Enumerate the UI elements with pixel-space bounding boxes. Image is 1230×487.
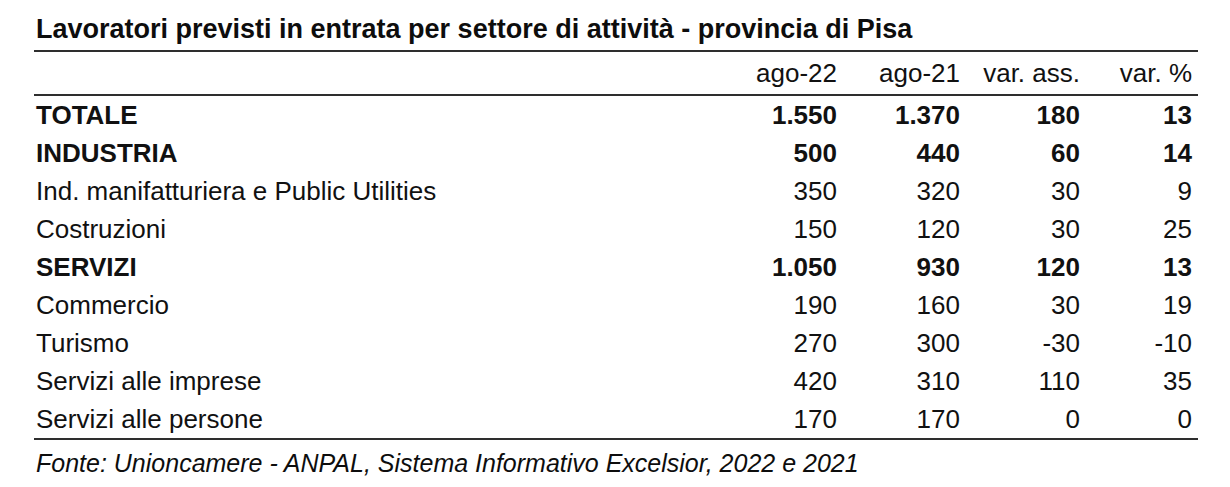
cell-ago-21: 320 <box>843 172 966 210</box>
row-label: Turismo <box>34 324 693 362</box>
cell-var-pct: 0 <box>1086 400 1198 439</box>
column-header-var-pct: var. % <box>1086 52 1198 95</box>
source-note: Fonte: Unioncamere - ANPAL, Sistema Info… <box>34 440 1198 478</box>
cell-ago-21: 300 <box>843 324 966 362</box>
cell-var-ass: 30 <box>966 172 1086 210</box>
cell-var-pct: 25 <box>1086 210 1198 248</box>
cell-ago-21: 310 <box>843 362 966 400</box>
row-label: TOTALE <box>34 95 693 134</box>
cell-var-pct: 35 <box>1086 362 1198 400</box>
cell-ago-22: 1.550 <box>693 95 843 134</box>
table-row-costruzioni: Costruzioni 150 120 30 25 <box>34 210 1198 248</box>
row-label: SERVIZI <box>34 248 693 286</box>
cell-ago-22: 170 <box>693 400 843 439</box>
table-row-commercio: Commercio 190 160 30 19 <box>34 286 1198 324</box>
page-title: Lavoratori previsti in entrata per setto… <box>34 0 1198 52</box>
column-header-ago-21: ago-21 <box>843 52 966 95</box>
cell-ago-21: 1.370 <box>843 95 966 134</box>
row-label: Costruzioni <box>34 210 693 248</box>
cell-ago-21: 930 <box>843 248 966 286</box>
cell-ago-21: 160 <box>843 286 966 324</box>
cell-ago-22: 420 <box>693 362 843 400</box>
sectors-table: ago-22 ago-21 var. ass. var. % TOTALE 1.… <box>34 52 1198 440</box>
cell-ago-22: 500 <box>693 134 843 172</box>
corner-cell <box>34 52 693 95</box>
table-row-manifatturiera: Ind. manifatturiera e Public Utilities 3… <box>34 172 1198 210</box>
cell-var-ass: 110 <box>966 362 1086 400</box>
column-header-var-ass: var. ass. <box>966 52 1086 95</box>
cell-var-pct: 14 <box>1086 134 1198 172</box>
cell-var-ass: 30 <box>966 286 1086 324</box>
row-label: Commercio <box>34 286 693 324</box>
cell-var-pct: -10 <box>1086 324 1198 362</box>
cell-ago-21: 170 <box>843 400 966 439</box>
cell-ago-22: 350 <box>693 172 843 210</box>
row-label: Servizi alle persone <box>34 400 693 439</box>
table-row-turismo: Turismo 270 300 -30 -10 <box>34 324 1198 362</box>
cell-var-ass: 120 <box>966 248 1086 286</box>
cell-var-pct: 13 <box>1086 248 1198 286</box>
cell-ago-22: 190 <box>693 286 843 324</box>
cell-ago-22: 150 <box>693 210 843 248</box>
table-row-industria: INDUSTRIA 500 440 60 14 <box>34 134 1198 172</box>
row-label: Servizi alle imprese <box>34 362 693 400</box>
cell-ago-21: 440 <box>843 134 966 172</box>
column-header-ago-22: ago-22 <box>693 52 843 95</box>
cell-ago-21: 120 <box>843 210 966 248</box>
row-label: INDUSTRIA <box>34 134 693 172</box>
table-row-servizi-persone: Servizi alle persone 170 170 0 0 <box>34 400 1198 439</box>
cell-var-ass: -30 <box>966 324 1086 362</box>
table-row-servizi-imprese: Servizi alle imprese 420 310 110 35 <box>34 362 1198 400</box>
cell-var-ass: 0 <box>966 400 1086 439</box>
cell-var-pct: 9 <box>1086 172 1198 210</box>
report-sheet: Lavoratori previsti in entrata per setto… <box>34 0 1198 478</box>
cell-var-pct: 13 <box>1086 95 1198 134</box>
cell-ago-22: 270 <box>693 324 843 362</box>
table-row-totale: TOTALE 1.550 1.370 180 13 <box>34 95 1198 134</box>
cell-var-ass: 30 <box>966 210 1086 248</box>
cell-var-ass: 180 <box>966 95 1086 134</box>
table-row-servizi: SERVIZI 1.050 930 120 13 <box>34 248 1198 286</box>
header-row: ago-22 ago-21 var. ass. var. % <box>34 52 1198 95</box>
cell-var-ass: 60 <box>966 134 1086 172</box>
row-label: Ind. manifatturiera e Public Utilities <box>34 172 693 210</box>
cell-ago-22: 1.050 <box>693 248 843 286</box>
cell-var-pct: 19 <box>1086 286 1198 324</box>
